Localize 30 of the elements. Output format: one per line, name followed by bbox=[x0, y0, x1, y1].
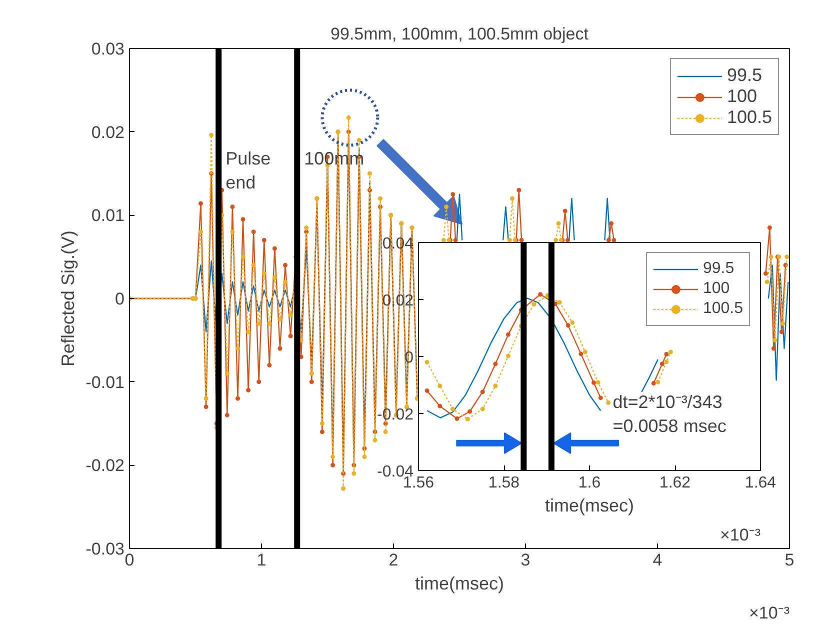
y-tick-label: 0.01 bbox=[91, 206, 125, 226]
x-tick-label: 3 bbox=[520, 550, 530, 570]
y-tick-label: 0.03 bbox=[91, 40, 125, 58]
x-tick-label: 4 bbox=[652, 550, 662, 570]
annotation: dt=2*10⁻³/343 =0.0058 msec bbox=[612, 392, 726, 436]
text: ×10⁻³ bbox=[749, 604, 790, 622]
annotation: ×10⁻³ bbox=[720, 526, 761, 544]
x-axis-title: time(msec) bbox=[545, 496, 634, 516]
chart-title: 99.5mm, 100mm, 100.5mm object bbox=[330, 24, 589, 44]
x-tick-label: 1 bbox=[256, 550, 266, 570]
ref-line-label: Pulse end bbox=[226, 148, 271, 192]
legend-label: 100 bbox=[702, 280, 730, 298]
y-tick-label: 0.02 bbox=[91, 122, 125, 142]
y-tick-label: -0.01 bbox=[86, 372, 124, 392]
x-tick-label: 1.62 bbox=[659, 474, 691, 492]
y-tick-label: -0.02 bbox=[86, 456, 124, 476]
x-tick-label: 2 bbox=[388, 550, 398, 570]
y-tick-label: -0.03 bbox=[86, 540, 124, 558]
x-tick-label: 1.64 bbox=[744, 474, 776, 492]
x-axis-title: time(msec) bbox=[415, 574, 504, 594]
legend-label: 99.5 bbox=[702, 260, 734, 278]
y-tick-label: 0 bbox=[115, 290, 125, 308]
y-axis-title: Reflected Sig.(V) bbox=[58, 230, 78, 367]
legend-label: 100.5 bbox=[726, 107, 772, 128]
x-tick-label: 1.58 bbox=[488, 474, 520, 492]
legend-label: 100.5 bbox=[702, 300, 743, 318]
legend-label: 100 bbox=[726, 86, 757, 107]
legend-label: 99.5 bbox=[726, 65, 762, 86]
x-tick-label: 5 bbox=[784, 550, 794, 570]
x-tick-label: 1.6 bbox=[578, 474, 601, 492]
